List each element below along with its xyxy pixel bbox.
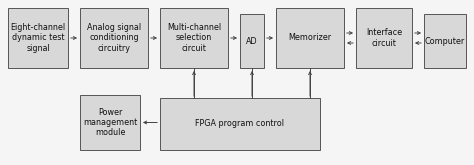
FancyBboxPatch shape (276, 8, 344, 68)
FancyBboxPatch shape (356, 8, 412, 68)
FancyBboxPatch shape (424, 14, 466, 68)
FancyBboxPatch shape (8, 8, 68, 68)
Text: FPGA program control: FPGA program control (195, 119, 284, 129)
Text: Eight-channel
dynamic test
signal: Eight-channel dynamic test signal (10, 23, 65, 53)
FancyBboxPatch shape (240, 14, 264, 68)
FancyBboxPatch shape (160, 98, 320, 150)
Text: Multi-channel
selection
circuit: Multi-channel selection circuit (167, 23, 221, 53)
FancyBboxPatch shape (80, 95, 140, 150)
Text: Memorizer: Memorizer (289, 33, 331, 43)
FancyBboxPatch shape (160, 8, 228, 68)
Text: Interface
circuit: Interface circuit (366, 28, 402, 48)
Text: Computer: Computer (425, 36, 465, 46)
FancyBboxPatch shape (80, 8, 148, 68)
Text: AD: AD (246, 36, 258, 46)
Text: Power
management
module: Power management module (83, 108, 137, 137)
Text: Analog signal
conditioning
circuitry: Analog signal conditioning circuitry (87, 23, 141, 53)
